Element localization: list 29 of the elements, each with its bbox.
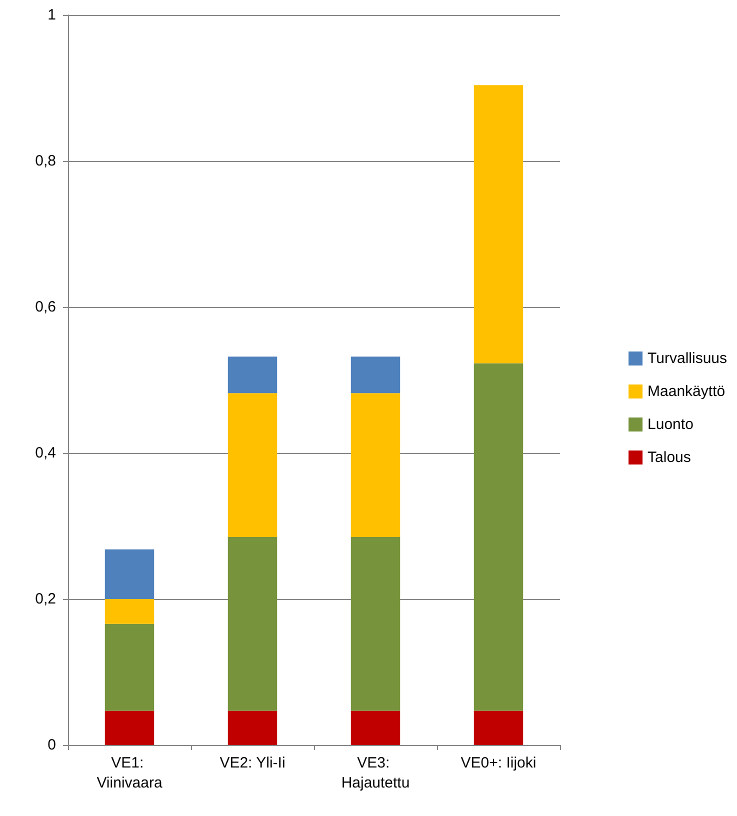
y-tick-label: 0,4	[35, 444, 56, 462]
y-tick-label: 0,6	[35, 298, 56, 316]
bar	[474, 363, 524, 711]
legend-label: Turvallisuus	[648, 350, 727, 367]
bar	[104, 549, 154, 599]
bar	[474, 710, 524, 745]
x-tick-label: VE1: Viinivaara	[96, 754, 163, 792]
y-tick-label: 0,2	[35, 590, 56, 608]
bar	[228, 710, 278, 745]
bar	[350, 536, 400, 711]
legend-label: Luonto	[648, 416, 694, 433]
bar	[104, 624, 154, 711]
bar	[228, 536, 278, 711]
bar	[350, 393, 400, 537]
x-tick-label: VE2: Yli-Ii	[220, 754, 286, 772]
y-tick-label: 1	[48, 6, 56, 24]
bar	[350, 710, 400, 745]
bar	[228, 356, 278, 394]
bar	[104, 599, 154, 624]
legend-label: Talous	[648, 449, 691, 466]
bar	[350, 356, 400, 394]
bar	[104, 710, 154, 745]
y-tick-label: 0	[48, 736, 56, 754]
bar	[474, 85, 524, 364]
x-tick-label: VE3: Hajautettu	[341, 754, 410, 792]
y-tick-label: 0,8	[35, 152, 56, 170]
x-tick-label: VE0+: Iijoki	[460, 754, 536, 772]
bar	[228, 393, 278, 537]
legend-label: Maankäyttö	[648, 383, 726, 400]
